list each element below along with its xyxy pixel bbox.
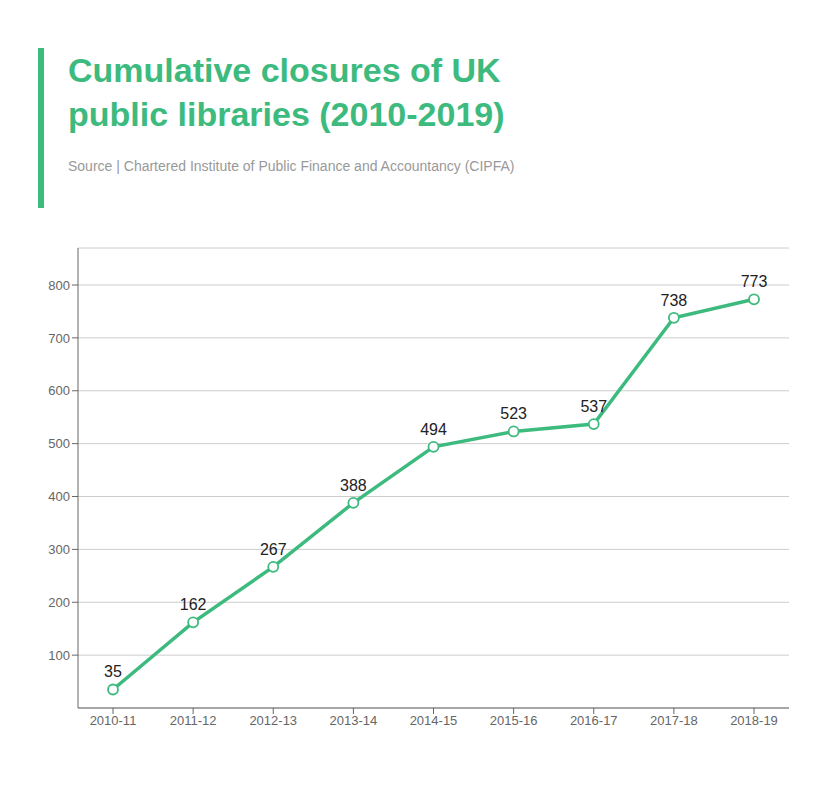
svg-text:2016-17: 2016-17 <box>570 713 618 728</box>
svg-text:600: 600 <box>48 383 70 398</box>
svg-text:494: 494 <box>420 421 447 438</box>
svg-text:100: 100 <box>48 648 70 663</box>
svg-text:2018-19: 2018-19 <box>730 713 778 728</box>
svg-text:2015-16: 2015-16 <box>490 713 538 728</box>
svg-text:2014-15: 2014-15 <box>410 713 458 728</box>
svg-text:162: 162 <box>180 596 207 613</box>
svg-text:2013-14: 2013-14 <box>330 713 378 728</box>
svg-text:2017-18: 2017-18 <box>650 713 698 728</box>
svg-text:800: 800 <box>48 278 70 293</box>
svg-text:773: 773 <box>741 273 768 290</box>
svg-text:267: 267 <box>260 541 287 558</box>
svg-text:200: 200 <box>48 595 70 610</box>
html-text:Cumulative closures of UK: Cumulative closures of UK <box>68 51 501 89</box>
svg-text:2011-12: 2011-12 <box>170 713 217 728</box>
html-text:Source | Chartered Institute o: Source | Chartered Institute of Public F… <box>68 158 515 174</box>
svg-text:700: 700 <box>48 331 70 346</box>
svg-text:35: 35 <box>104 663 122 680</box>
svg-text:537: 537 <box>580 398 607 415</box>
svg-text:400: 400 <box>48 489 70 504</box>
svg-text:2010-11: 2010-11 <box>90 713 137 728</box>
svg-text:388: 388 <box>340 477 367 494</box>
svg-text:738: 738 <box>661 292 688 309</box>
html-text:public libraries (2010-2019): public libraries (2010-2019) <box>68 95 505 133</box>
svg-text:300: 300 <box>48 542 70 557</box>
svg-text:523: 523 <box>500 405 527 422</box>
svg-text:500: 500 <box>48 436 70 451</box>
svg-text:2012-13: 2012-13 <box>249 713 297 728</box>
